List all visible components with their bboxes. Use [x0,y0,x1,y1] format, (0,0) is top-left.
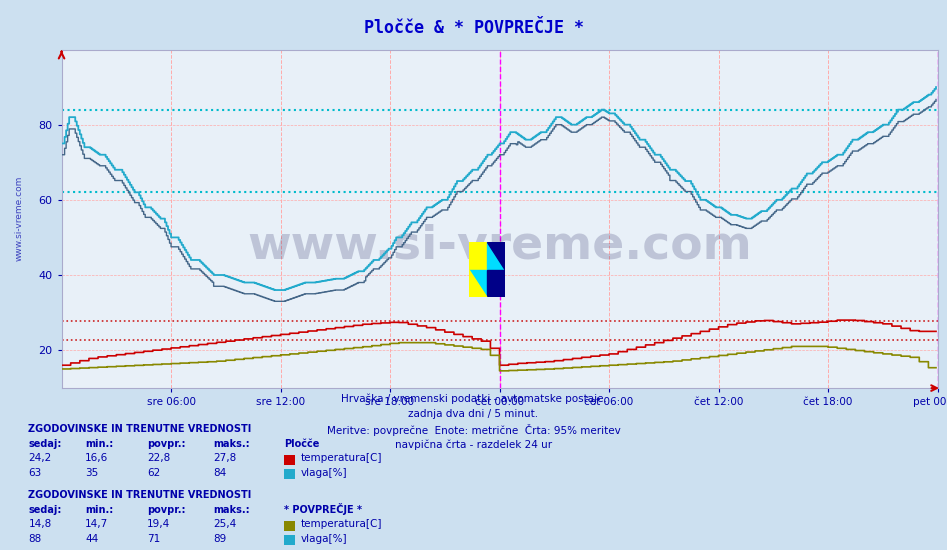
Text: 27,8: 27,8 [213,453,237,464]
Text: maks.:: maks.: [213,505,250,515]
Text: 16,6: 16,6 [85,453,109,464]
Text: 88: 88 [28,534,42,544]
Text: min.:: min.: [85,505,114,515]
Text: * POVPREČJE *: * POVPREČJE * [284,503,362,515]
Text: 35: 35 [85,468,98,478]
Text: 44: 44 [85,534,98,544]
Bar [469,242,487,270]
Text: sedaj:: sedaj: [28,505,62,515]
Text: ZGODOVINSKE IN TRENUTNE VREDNOSTI: ZGODOVINSKE IN TRENUTNE VREDNOSTI [28,490,252,500]
Text: 89: 89 [213,534,226,544]
Text: Pločče & * POVPREČJE *: Pločče & * POVPREČJE * [364,19,583,37]
Text: 19,4: 19,4 [147,519,170,530]
Text: vlaga[%]: vlaga[%] [300,534,347,544]
Text: Hrvaška / vremenski podatki - avtomatske postaje.: Hrvaška / vremenski podatki - avtomatske… [341,393,606,404]
Text: povpr.:: povpr.: [147,505,186,515]
Text: temperatura[C]: temperatura[C] [300,519,382,530]
Text: maks.:: maks.: [213,439,250,449]
Text: navpična črta - razdelek 24 ur: navpična črta - razdelek 24 ur [395,439,552,450]
Text: 84: 84 [213,468,226,478]
Text: 25,4: 25,4 [213,519,237,530]
Text: min.:: min.: [85,439,114,449]
Text: 22,8: 22,8 [147,453,170,464]
Polygon shape [469,270,487,297]
Text: Meritve: povprečne  Enote: metrične  Črta: 95% meritev: Meritve: povprečne Enote: metrične Črta:… [327,424,620,436]
Text: 24,2: 24,2 [28,453,52,464]
Text: 14,8: 14,8 [28,519,52,530]
Text: Pločče: Pločče [284,439,319,449]
Text: 71: 71 [147,534,160,544]
Text: ZGODOVINSKE IN TRENUTNE VREDNOSTI: ZGODOVINSKE IN TRENUTNE VREDNOSTI [28,424,252,434]
Polygon shape [487,242,505,270]
Bar [487,242,505,270]
Text: www.si-vreme.com: www.si-vreme.com [15,176,24,261]
Bar [469,270,487,297]
Bar [487,270,505,297]
Text: povpr.:: povpr.: [147,439,186,449]
Text: 14,7: 14,7 [85,519,109,530]
Text: vlaga[%]: vlaga[%] [300,468,347,478]
Text: sedaj:: sedaj: [28,439,62,449]
Text: 62: 62 [147,468,160,478]
Text: www.si-vreme.com: www.si-vreme.com [247,223,752,268]
Text: 63: 63 [28,468,42,478]
Text: temperatura[C]: temperatura[C] [300,453,382,464]
Text: zadnja dva dni / 5 minut.: zadnja dva dni / 5 minut. [408,409,539,419]
